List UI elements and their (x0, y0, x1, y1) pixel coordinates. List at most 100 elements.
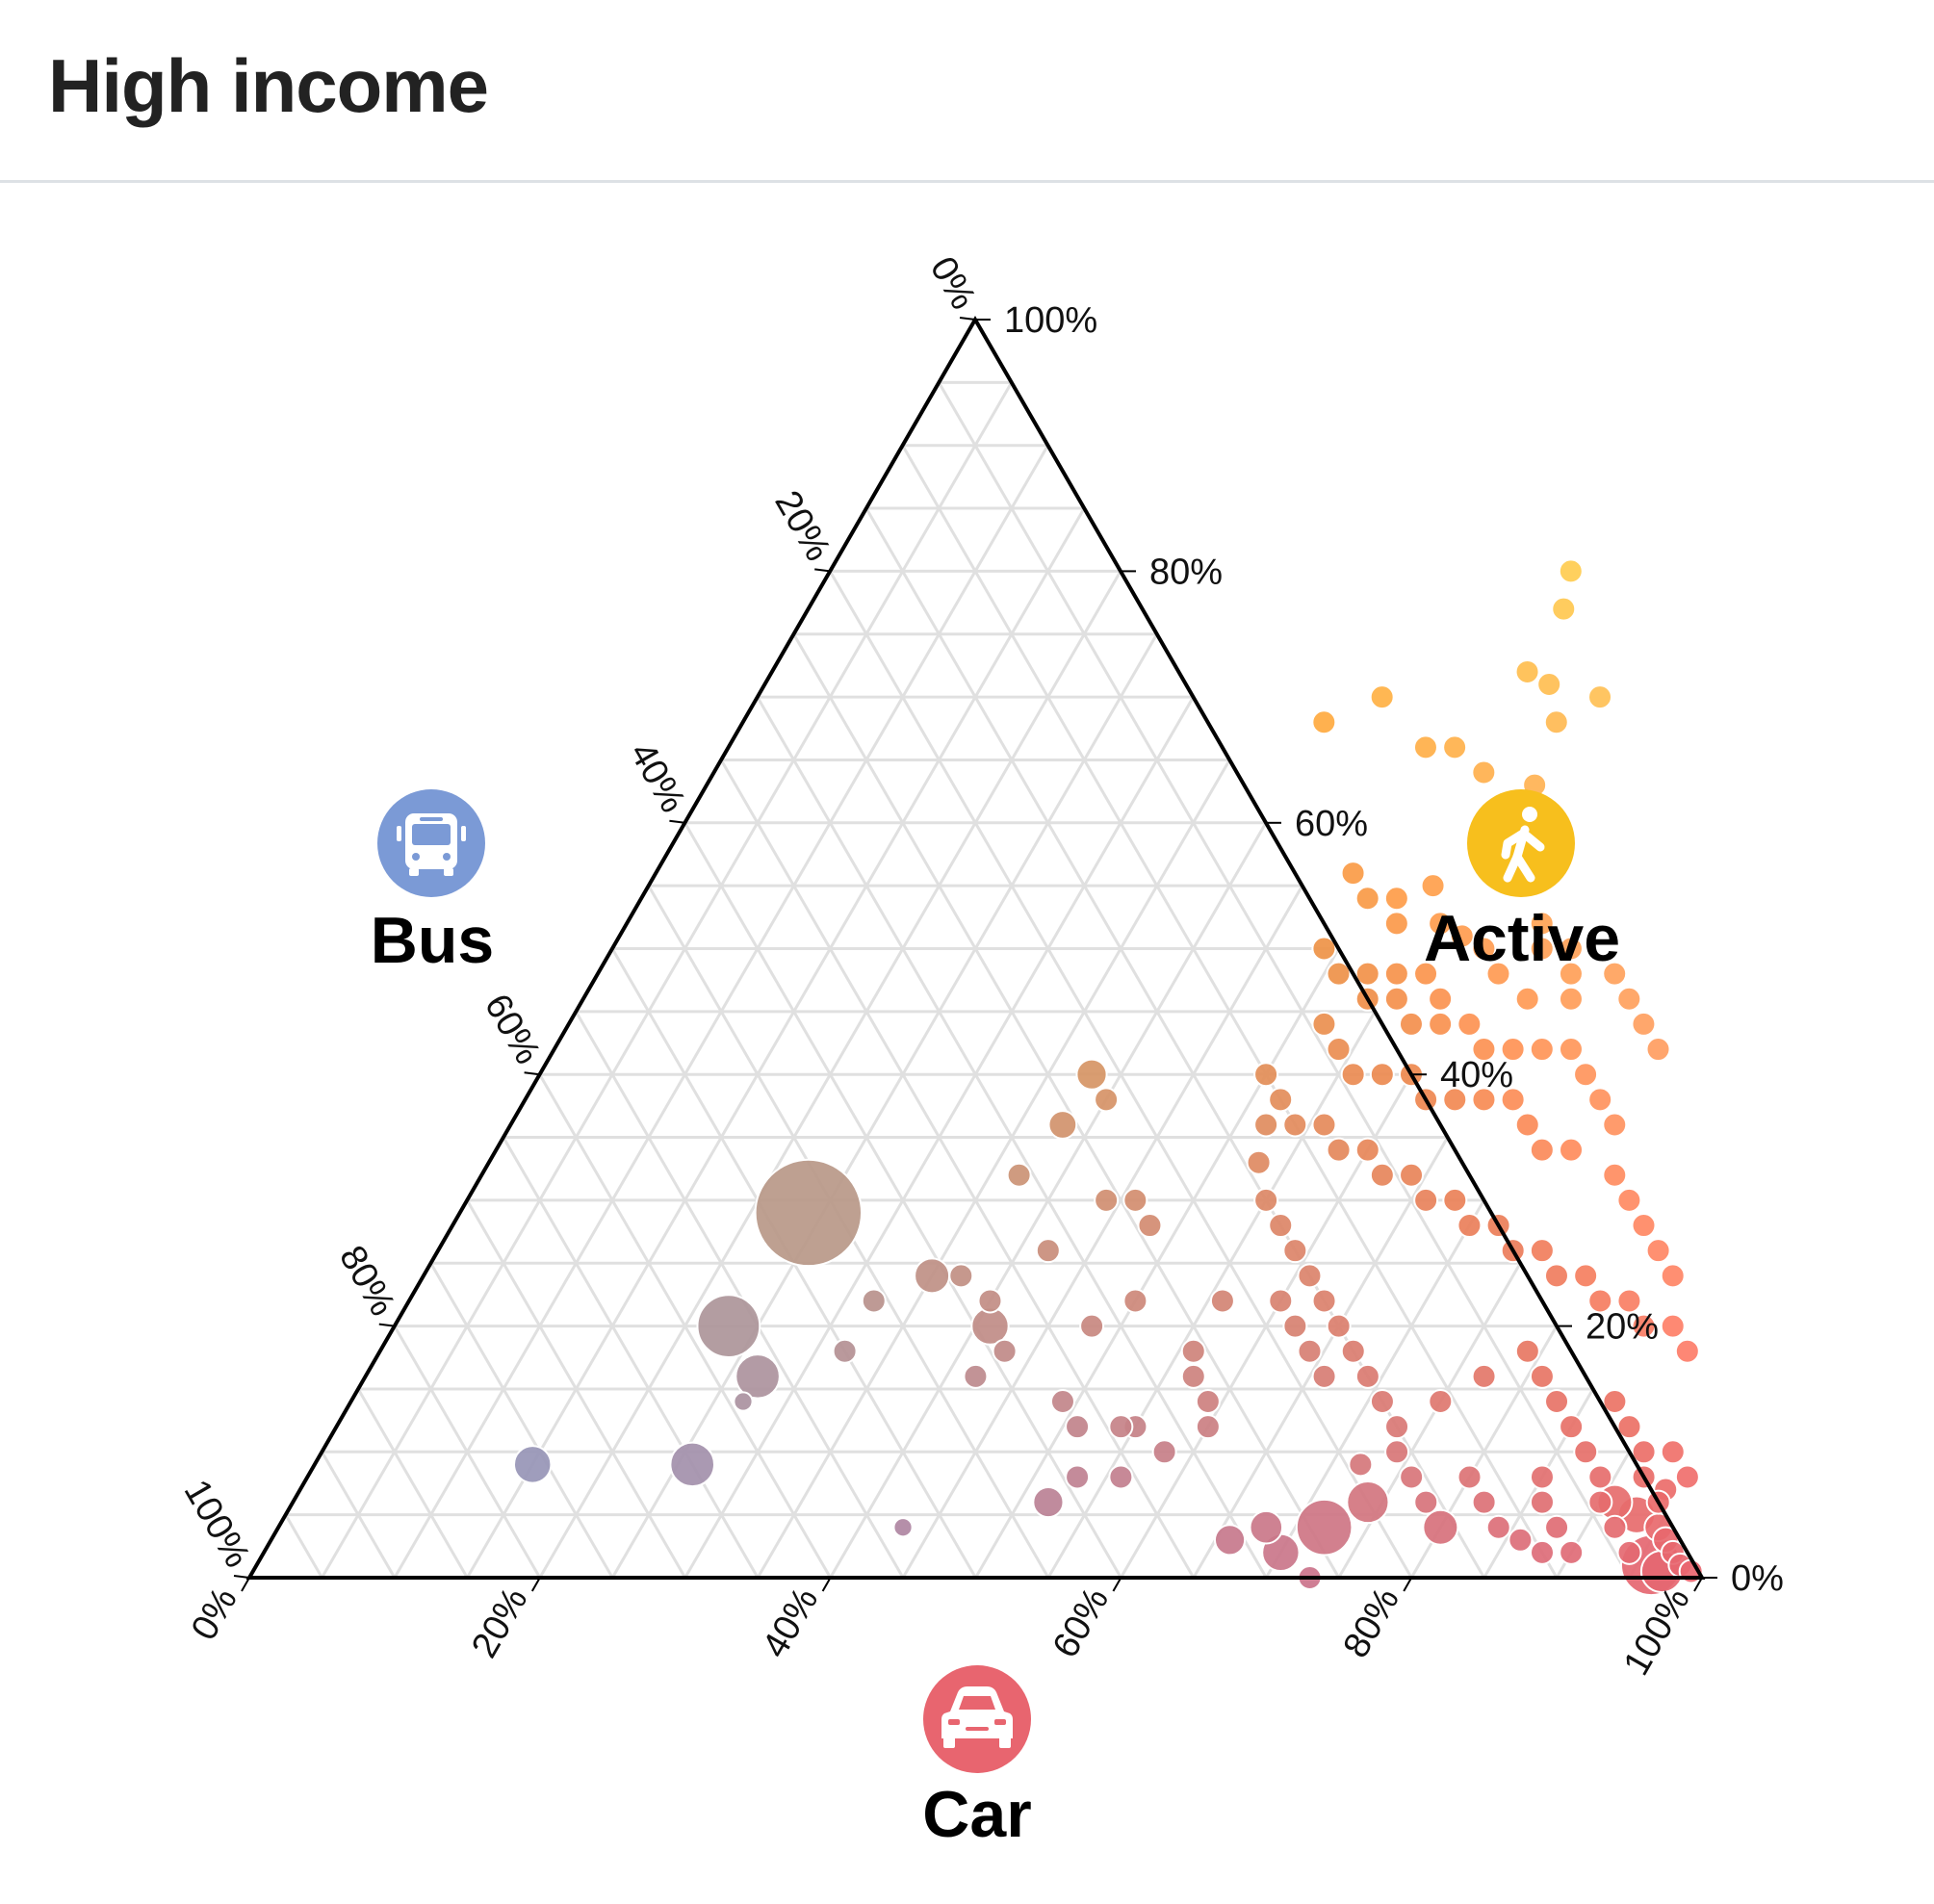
data-point (992, 1338, 1018, 1364)
data-point (1311, 709, 1337, 735)
car-tick-label: 0% (184, 1582, 245, 1648)
grid-line (466, 507, 1086, 1579)
data-point (1326, 1313, 1352, 1339)
data-point (1268, 1213, 1294, 1239)
car-tick-label: 100% (1616, 1582, 1698, 1683)
grid-line (1337, 1262, 1522, 1579)
data-point (1297, 1263, 1323, 1289)
data-point (1559, 1414, 1585, 1440)
bus-axis-group: Bus (371, 789, 494, 977)
data-point (1442, 1087, 1468, 1113)
data-point (1383, 961, 1409, 987)
bus-tick-mark (959, 317, 976, 321)
data-point (1422, 1508, 1459, 1546)
data-point (1326, 1037, 1352, 1063)
data-point (1471, 1489, 1497, 1515)
data-point (1151, 1439, 1177, 1465)
grid-line (575, 1011, 905, 1579)
data-point (1558, 558, 1584, 584)
data-point (1180, 1338, 1206, 1364)
data-point (1383, 911, 1409, 937)
data-point (669, 1441, 716, 1488)
data-point (1340, 861, 1366, 887)
data-point (1346, 1479, 1390, 1525)
data-point (1485, 961, 1511, 987)
data-point (1660, 1313, 1686, 1339)
data-point (1514, 1112, 1540, 1138)
active-tick-label: 20% (1586, 1307, 1659, 1348)
data-point (1268, 1288, 1294, 1314)
data-point (1602, 1112, 1628, 1138)
data-point (1195, 1414, 1221, 1440)
data-point (1428, 1011, 1454, 1037)
data-point (1340, 1062, 1366, 1088)
data-point (977, 1288, 1003, 1314)
data-point (1268, 1087, 1294, 1113)
data-point (1065, 1414, 1091, 1440)
grid-line (465, 1199, 686, 1579)
data-point (1616, 1187, 1642, 1213)
data-point (1094, 1087, 1120, 1113)
data-point (892, 1517, 914, 1538)
car-icon (941, 1686, 1013, 1748)
data-point (1253, 1062, 1279, 1088)
car-axis-label: Car (922, 1778, 1031, 1851)
bus-icon (397, 813, 466, 876)
data-point (1616, 1288, 1642, 1314)
data-point (1383, 886, 1409, 912)
data-point (1295, 1498, 1354, 1557)
data-point (1544, 1514, 1570, 1540)
active-axis-group: Active (1424, 789, 1620, 975)
data-point (1032, 1485, 1065, 1519)
car-axis-group: Car (922, 1665, 1032, 1851)
data-point (1559, 1137, 1585, 1163)
active-tick-label: 100% (1004, 300, 1097, 341)
data-point (1213, 1524, 1247, 1557)
data-point (1602, 1162, 1628, 1188)
data-point (1354, 1137, 1380, 1163)
data-point (948, 1263, 974, 1289)
active-tick-label: 0% (1731, 1558, 1784, 1599)
grid-line (393, 1325, 542, 1579)
data-point (1413, 1489, 1439, 1515)
bus-tick-label: 0% (922, 250, 984, 317)
car-tick-label: 80% (1336, 1582, 1407, 1665)
data-point (1530, 1539, 1555, 1565)
data-point (1249, 1509, 1284, 1545)
data-point (1500, 1037, 1526, 1063)
data-point (1529, 1489, 1555, 1515)
data-point (1311, 1363, 1337, 1389)
data-point (832, 1338, 858, 1364)
data-point (1587, 1087, 1613, 1113)
data-point (696, 1294, 761, 1358)
data-point (1587, 684, 1613, 710)
grid-line (502, 1136, 760, 1579)
grid-line (901, 885, 1304, 1579)
car-tick-mark (821, 1577, 832, 1592)
data-point (1297, 1338, 1323, 1364)
data-point (1457, 1213, 1483, 1239)
data-point (1529, 1464, 1555, 1490)
data-point (1065, 1464, 1091, 1490)
data-point (1413, 961, 1439, 987)
grid-line (321, 1451, 397, 1579)
grid-lines (284, 380, 1667, 1579)
data-point (1384, 1414, 1410, 1440)
car-tick-mark (530, 1577, 541, 1592)
data-point (1049, 1389, 1075, 1415)
data-point (861, 1288, 887, 1314)
data-point (1442, 734, 1468, 760)
data-point (1369, 1062, 1395, 1088)
data-point (1428, 911, 1454, 937)
bus-tick-mark (524, 1071, 540, 1076)
data-point (1195, 1389, 1221, 1415)
chart-title: High income (48, 43, 489, 128)
data-point (1645, 1238, 1671, 1264)
data-point (1471, 759, 1497, 785)
data-point (1587, 1489, 1613, 1515)
bus-tick-label: 60% (477, 988, 548, 1071)
grid-line (974, 947, 1340, 1579)
grid-line (538, 1073, 832, 1579)
data-point (513, 1445, 553, 1484)
